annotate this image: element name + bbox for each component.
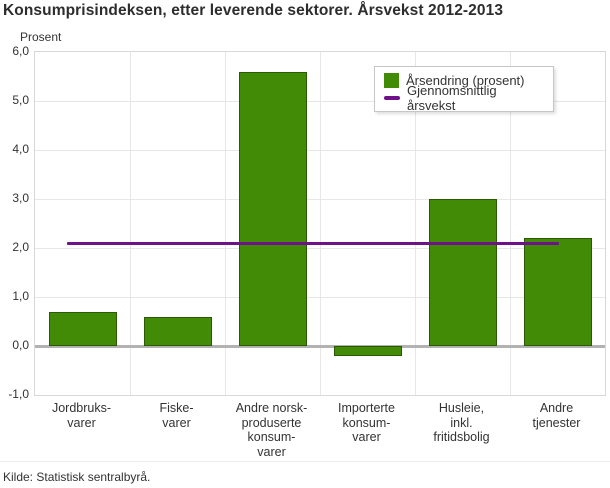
vertical-gridline (319, 52, 321, 395)
source-credit: Kilde: Statistisk sentralbyrå. (3, 470, 151, 484)
legend-item-arsvekst[interactable]: Gjennomsnittlig årsvekst (384, 83, 547, 113)
legend-item-arsendring[interactable]: Årsendring (prosent) (384, 72, 547, 89)
bar-series-swatch-icon (384, 73, 399, 88)
y-tick-label: 4,0 (12, 142, 29, 156)
y-axis-title: Prosent (20, 30, 62, 44)
line-series-swatch-icon (384, 95, 400, 100)
y-tick-label: 6,0 (12, 44, 29, 58)
y-tick-label: 5,0 (12, 93, 29, 107)
bar-1[interactable] (48, 311, 117, 346)
bar-2[interactable] (143, 316, 212, 346)
vertical-gridline (414, 52, 416, 395)
legend-label-arsvekst: Gjennomsnittlig årsvekst (407, 82, 497, 113)
y-tick-label: 3,0 (12, 191, 29, 205)
zero-axis-line (35, 344, 605, 348)
chart-title: Konsumprisindeksen, etter leverende sekt… (3, 2, 504, 19)
y-tick-label: 0,0 (12, 338, 29, 352)
legend: Årsendring (prosent) Gjennomsnittlig års… (374, 66, 554, 113)
footer-divider (0, 461, 610, 462)
x-category-label: Andre norsk- produserte konsum- varer (235, 401, 308, 459)
vertical-gridline (129, 52, 131, 395)
bar-3[interactable] (238, 71, 307, 346)
x-category-label: Husleie, inkl. fritidsbolig (433, 401, 490, 444)
x-category-label: Andre tjenester (532, 401, 581, 430)
y-tick-label: 1,0 (12, 289, 29, 303)
y-tick-label: 2,0 (12, 240, 29, 254)
vertical-gridline (509, 52, 511, 395)
legend-label-arsendring: Årsendring (prosent) (406, 73, 525, 88)
x-category-label: Fiske- varer (159, 401, 194, 430)
bar-4[interactable] (333, 346, 402, 356)
vertical-gridline (224, 52, 226, 395)
average-growth-line[interactable] (67, 241, 559, 245)
bar-6[interactable] (523, 238, 592, 346)
x-category-label: Jordbruks- varer (51, 401, 112, 430)
y-tick-label: -1,0 (8, 387, 29, 401)
x-category-label: Importerte konsum- varer (338, 401, 395, 444)
bar-5[interactable] (428, 199, 497, 346)
